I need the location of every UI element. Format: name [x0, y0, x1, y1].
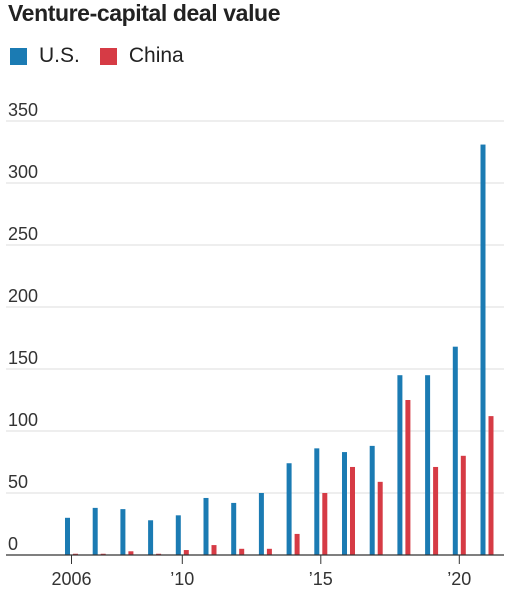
- x-tick-label-2010: ’10: [170, 569, 194, 589]
- y-tick-label-250: 250: [8, 224, 38, 244]
- chart-title: Venture-capital deal value: [8, 0, 281, 26]
- legend-item-us: U.S.: [10, 44, 80, 68]
- bar-china-2008: [128, 551, 134, 555]
- bar-china-2010: [183, 550, 189, 555]
- bar-us-2015: [314, 448, 320, 555]
- bar-china-2015: [322, 493, 328, 555]
- y-tick-label-350: 350: [8, 100, 38, 120]
- bar-china-2016: [350, 466, 355, 555]
- bar-china-2006: [73, 553, 78, 555]
- bar-china-2018: [405, 400, 411, 555]
- legend-label-china: China: [128, 44, 184, 67]
- bar-us-2009: [148, 520, 154, 555]
- bar-us-2019: [425, 375, 431, 555]
- bar-china-2020: [460, 455, 466, 555]
- bar-us-2008: [120, 509, 126, 555]
- y-tick-label-0: 0: [8, 534, 18, 554]
- legend-swatch-us: [10, 47, 27, 65]
- bar-us-2021: [480, 144, 486, 555]
- bar-china-2012: [239, 548, 245, 555]
- y-tick-label-200: 200: [8, 286, 38, 306]
- bar-us-2018: [397, 375, 403, 555]
- x-tick-label-2015: ’15: [309, 569, 333, 589]
- bar-us-2014: [286, 463, 292, 555]
- y-tick-label-50: 50: [8, 472, 28, 492]
- bar-china-2019: [433, 466, 439, 555]
- bar-us-2007: [92, 507, 98, 555]
- bar-china-2007: [100, 553, 106, 555]
- bar-china-2011: [211, 545, 217, 555]
- bar-us-2016: [342, 452, 347, 555]
- legend-label-us: U.S.: [39, 44, 80, 67]
- bar-china-2017: [377, 481, 383, 555]
- y-tick-label-300: 300: [8, 162, 38, 182]
- bar-china-2014: [294, 533, 300, 555]
- bar-us-2020: [452, 346, 458, 555]
- y-tick-label-100: 100: [8, 410, 38, 430]
- y-tick-label-150: 150: [8, 348, 38, 368]
- bar-china-2009: [156, 553, 162, 555]
- bar-us-2013: [258, 493, 264, 555]
- bar-china-2013: [266, 548, 272, 555]
- legend: U.S. China: [10, 44, 204, 68]
- bar-china-2021: [488, 416, 494, 555]
- bar-us-2012: [231, 502, 237, 555]
- x-tick-label-2020: ’20: [447, 569, 471, 589]
- bar-us-2017: [369, 445, 375, 555]
- legend-swatch-china: [99, 47, 117, 65]
- bar-us-2010: [175, 515, 181, 555]
- bar-us-2006: [65, 517, 70, 555]
- legend-item-china: China: [99, 44, 184, 68]
- x-tick-label-2006: 2006: [51, 569, 91, 589]
- bar-us-2011: [203, 497, 209, 555]
